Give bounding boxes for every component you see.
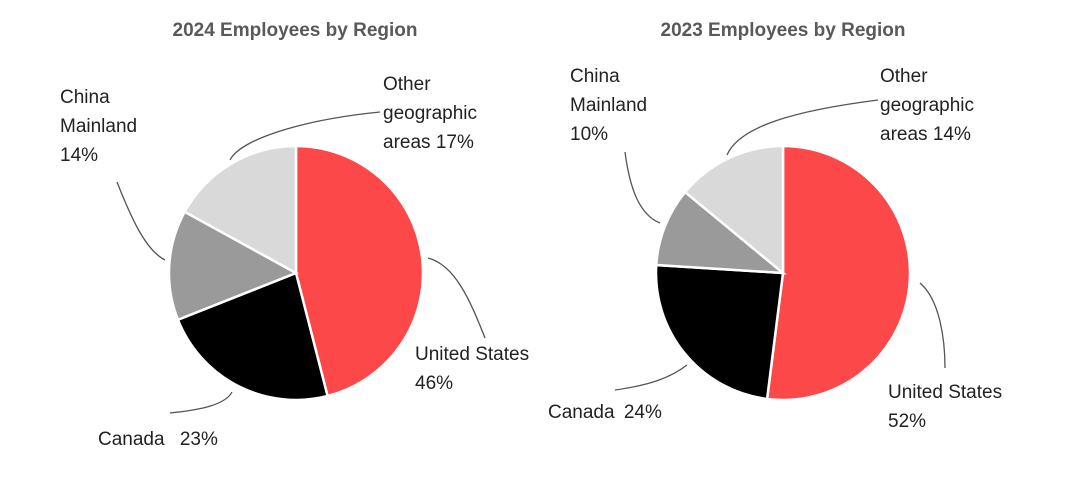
slice-label: United States 52% bbox=[888, 378, 1008, 436]
chart-title: 2023 Employees by Region bbox=[660, 20, 906, 41]
category-name: United States bbox=[415, 344, 530, 365]
leader-line bbox=[624, 151, 661, 224]
value-label: 24% bbox=[623, 402, 662, 423]
pie-slice bbox=[654, 190, 787, 275]
slice-label: Other geographic areas 14% bbox=[880, 62, 1010, 149]
slice-label: United States 46% bbox=[415, 340, 535, 398]
category-name: China Mainland bbox=[570, 66, 648, 116]
slice-label: Other geographic areas 17% bbox=[383, 70, 513, 157]
leader-line bbox=[726, 99, 879, 156]
pie-slice bbox=[294, 144, 425, 398]
leader-line bbox=[614, 364, 688, 391]
value-label: 17% bbox=[435, 132, 474, 153]
pie-slice bbox=[183, 144, 298, 276]
pie-slice bbox=[167, 210, 299, 322]
slice-label: Canada 24% bbox=[548, 398, 768, 427]
slice-label: China Mainland 10% bbox=[570, 62, 670, 149]
pie-slice bbox=[654, 263, 785, 401]
value-label: 14% bbox=[60, 145, 99, 166]
value-label: 14% bbox=[932, 124, 971, 145]
leader-line bbox=[229, 111, 381, 161]
leader-line bbox=[919, 282, 946, 369]
value-label: 52% bbox=[888, 411, 927, 432]
pie-slice bbox=[683, 144, 785, 276]
category-name: Canada bbox=[98, 429, 165, 450]
category-name: United States bbox=[888, 382, 1003, 403]
category-name: Canada bbox=[548, 402, 615, 423]
value-label: 10% bbox=[570, 124, 609, 145]
slice-label: China Mainland 14% bbox=[60, 83, 160, 170]
pie-slice bbox=[176, 271, 330, 402]
category-name: Other geographic areas bbox=[383, 74, 478, 153]
leader-line bbox=[116, 181, 166, 261]
value-label: 23% bbox=[179, 429, 218, 450]
value-label: 46% bbox=[415, 373, 454, 394]
leader-line bbox=[427, 257, 486, 339]
leader-lines bbox=[116, 99, 946, 414]
chart-title: 2024 Employees by Region bbox=[172, 20, 418, 41]
category-name: China Mainland bbox=[60, 87, 138, 137]
category-name: Other geographic areas bbox=[880, 66, 975, 145]
pie-slice bbox=[765, 144, 912, 402]
leader-line bbox=[169, 391, 233, 414]
slice-label: Canada 23% bbox=[98, 425, 318, 454]
